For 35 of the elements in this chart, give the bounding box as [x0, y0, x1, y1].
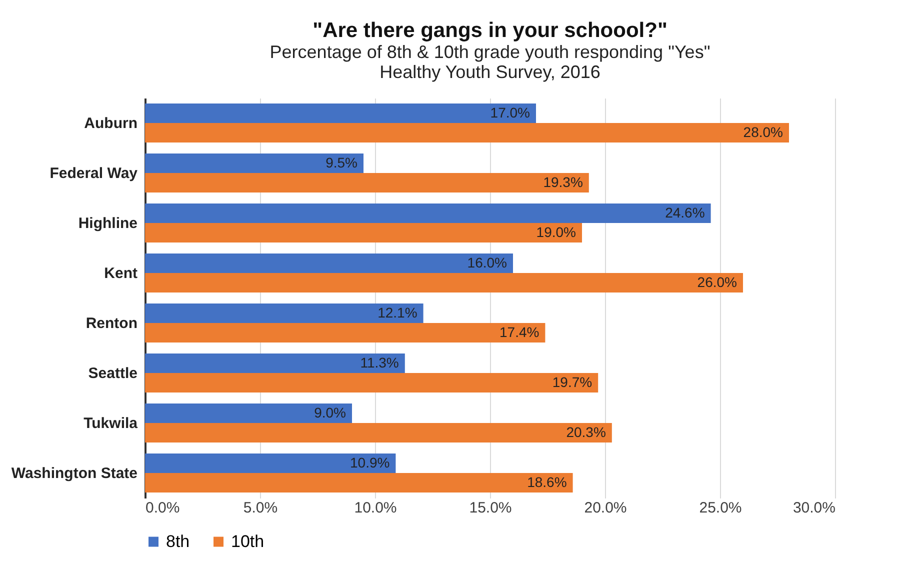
data-label: 17.4%: [499, 324, 540, 340]
x-tick-label: 20.0%: [584, 500, 627, 516]
data-label: 9.5%: [326, 154, 358, 170]
y-tick-label: Seattle: [88, 365, 138, 382]
data-label: 11.3%: [360, 354, 399, 370]
data-label: 20.3%: [566, 424, 606, 440]
x-tick-label: 25.0%: [699, 500, 742, 516]
data-label: 19.0%: [536, 224, 576, 240]
x-tick-label: 10.0%: [354, 500, 397, 516]
x-tick-label: 15.0%: [469, 500, 512, 516]
legend-label: 8th: [166, 532, 190, 551]
data-label: 9.0%: [314, 404, 346, 420]
chart-subtitle: Percentage of 8th & 10th grade youth responding "Yes" Healthy Youth Survey, 2016: [270, 42, 710, 82]
data-label: 16.0%: [467, 254, 507, 270]
chart-title: "Are there gangs in your schoool?": [312, 19, 668, 42]
data-label: 26.0%: [697, 274, 737, 290]
y-tick-label: Federal Way: [50, 165, 138, 182]
y-tick-label: Washington State: [11, 465, 138, 482]
y-tick-label: Highline: [78, 215, 138, 232]
data-label: 19.3%: [543, 174, 583, 190]
y-tick-label: Renton: [86, 315, 138, 332]
x-tick-label: 30.0%: [792, 500, 836, 516]
y-tick-label: Tukwila: [84, 415, 138, 432]
y-tick-label: Kent: [104, 265, 138, 282]
data-label: 24.6%: [665, 204, 705, 220]
data-label: 10.9%: [350, 454, 390, 470]
x-tick-label: 0.0%: [146, 500, 180, 516]
data-label: 18.6%: [527, 474, 567, 490]
data-label: 19.7%: [552, 374, 592, 390]
y-tick-label: Auburn: [84, 115, 138, 132]
x-tick-label: 5.0%: [243, 500, 278, 516]
legend-label: 10th: [231, 532, 264, 551]
data-label: 12.1%: [378, 304, 418, 320]
data-label: 17.0%: [490, 104, 530, 120]
data-label: 28.0%: [743, 124, 783, 140]
